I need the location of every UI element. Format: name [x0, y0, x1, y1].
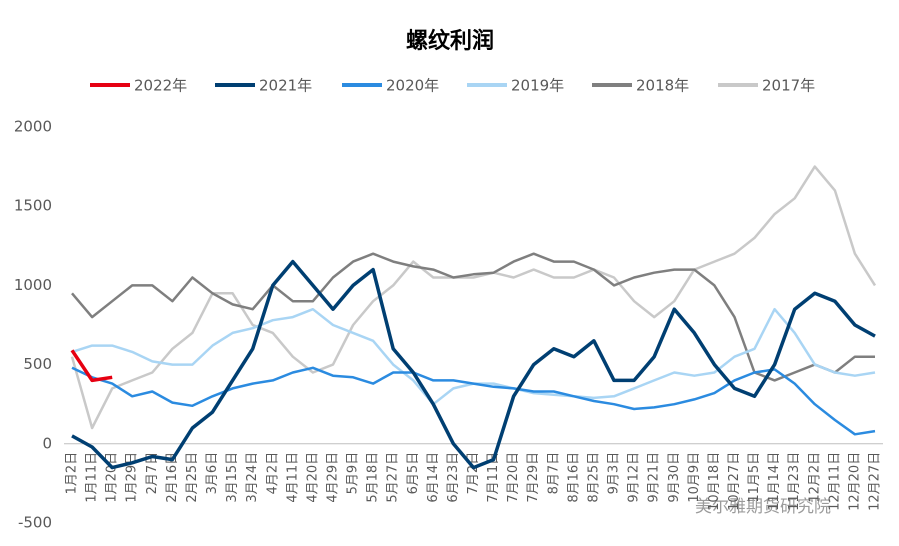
- x-tick-label: 11月14日: [767, 452, 782, 511]
- y-tick-label: 1500: [14, 197, 52, 215]
- x-tick-label: 7月11日: [486, 452, 501, 503]
- x-tick-label: 7月20日: [506, 452, 521, 503]
- x-tick-label: 4月11日: [285, 452, 300, 503]
- x-tick-label: 6月23日: [446, 452, 461, 503]
- x-tick-label: 6月14日: [426, 452, 441, 503]
- x-tick-label: 12月2日: [807, 452, 822, 503]
- legend-label: 2019年: [511, 77, 564, 95]
- x-tick-label: 12月27日: [868, 452, 883, 511]
- y-tick-label: 1000: [14, 276, 52, 294]
- x-tick-label: 10月27日: [727, 452, 742, 511]
- series-line: [70, 165, 877, 430]
- x-tick-label: 12月11日: [827, 452, 842, 511]
- x-tick-label: 4月2日: [265, 452, 280, 495]
- x-tick-label: 9月21日: [647, 452, 662, 503]
- x-tick-label: 1月11日: [85, 452, 100, 503]
- series-line: [71, 252, 875, 382]
- x-tick-label: 2月25日: [185, 452, 200, 503]
- x-tick-label: 11月5日: [747, 452, 762, 503]
- x-tick-label: 2月16日: [165, 452, 180, 503]
- x-tick-label: 8月16日: [566, 452, 581, 503]
- series-line: [70, 349, 113, 383]
- x-tick-label: 5月18日: [366, 452, 381, 503]
- legend-label: 2021年: [259, 77, 312, 95]
- series-line: [71, 307, 876, 406]
- y-tick-label: 0: [42, 434, 52, 452]
- chart-title: 螺纹利润: [406, 28, 494, 54]
- x-tick-label: 8月25日: [586, 452, 601, 503]
- x-tick-label: 12月20日: [847, 452, 862, 511]
- y-tick-label: 500: [23, 355, 52, 373]
- x-tick-label: 4月29日: [325, 452, 340, 503]
- x-tick-label: 11月23日: [787, 452, 802, 511]
- x-tick-label: 2月7日: [145, 452, 160, 495]
- x-tick-label: 7月2日: [466, 452, 481, 495]
- x-tick-label: 3月15日: [225, 452, 240, 503]
- x-tick-label: 8月7日: [546, 452, 561, 495]
- x-tick-label: 10月9日: [687, 452, 702, 503]
- y-tick-label: 2000: [14, 118, 52, 136]
- watermark: 美尔雅期货研究院: [695, 497, 831, 517]
- y-tick-label: -500: [18, 514, 52, 532]
- x-tick-label: 3月24日: [245, 452, 260, 503]
- series-line: [71, 366, 876, 436]
- x-tick-label: 7月29日: [526, 452, 541, 503]
- x-tick-label: 5月9日: [346, 452, 361, 495]
- series-line: [71, 259, 876, 470]
- x-tick-label: 4月20日: [305, 452, 320, 503]
- x-tick-label: 6月5日: [406, 452, 421, 495]
- legend-label: 2017年: [762, 77, 815, 95]
- x-tick-label: 9月30日: [667, 452, 682, 503]
- x-tick-label: 9月12日: [627, 452, 642, 503]
- legend-label: 2022年: [134, 77, 187, 95]
- x-tick-label: 10月18日: [707, 452, 722, 511]
- x-tick-label: 3月6日: [205, 452, 220, 495]
- x-tick-label: 9月3日: [607, 452, 622, 495]
- x-tick-label: 1月20日: [105, 452, 120, 503]
- legend-label: 2020年: [386, 77, 439, 95]
- legend-label: 2018年: [636, 77, 689, 95]
- x-tick-label: 1月2日: [65, 452, 80, 495]
- x-tick-label: 5月27日: [386, 452, 401, 503]
